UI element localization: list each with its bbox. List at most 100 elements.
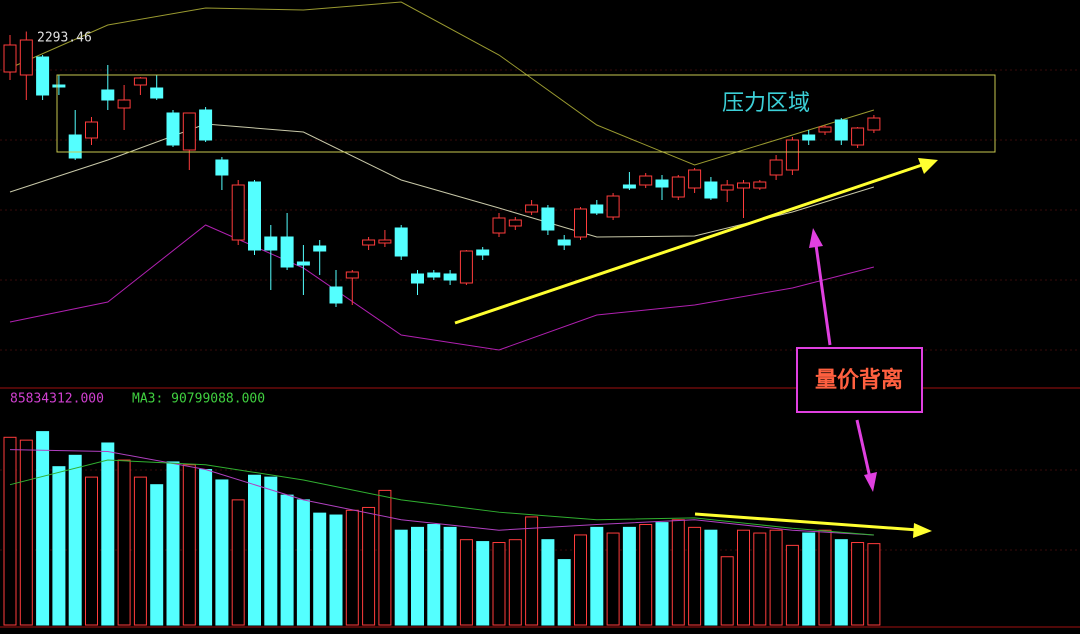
candle-body [802,134,816,141]
volume-bar [834,539,848,626]
volume-bar [818,529,832,626]
candle-body [753,181,767,189]
volume-bar [264,476,278,626]
candle-body [688,169,702,189]
candle-body [590,204,604,214]
candle-body [443,273,457,281]
candle-body [199,109,213,141]
arrow [814,244,832,346]
candle-body [345,271,359,279]
candle-body [557,239,571,246]
volume-bar [3,436,17,626]
candle-body [574,208,587,238]
volume-bar [133,476,147,626]
candle-body [411,273,424,284]
candle-body [296,261,310,266]
volume-bar [525,516,539,626]
arrow-head [913,523,932,538]
arrow [454,163,923,325]
candle-body [818,126,832,133]
volume-bar [655,522,669,626]
candle-body [329,286,343,304]
volume-bar [231,499,245,626]
volume-bar [36,431,50,626]
band-line [9,1,875,166]
arrow-head [864,472,877,492]
candle-body [101,89,115,101]
volume-bar [671,519,685,626]
volume-bar [182,464,196,626]
candle-body [264,236,278,251]
candle-body [248,181,261,251]
volume-bar [166,461,180,626]
volume-bar [606,532,620,626]
candle-body [231,184,245,241]
arrow-head [918,158,938,174]
candle-body [606,195,620,218]
volume-bar [150,484,164,626]
volume-bar [802,532,816,626]
volume-label: 85834312.000 [10,392,104,407]
candle-body [427,272,441,278]
candle-body [655,179,669,188]
candle-body [720,184,734,191]
volume-bar [769,529,783,626]
candle-body [19,39,33,76]
volume-bar [117,459,131,626]
volume-bar [590,526,604,626]
candle-body [737,182,750,189]
candle-body [704,181,718,199]
candle-body [362,239,376,246]
arrow-head [809,228,823,248]
candle-body [36,56,50,96]
volume-bar [753,532,767,626]
pressure-label: 压力区域 [722,91,810,116]
candle-body [166,112,180,146]
arrow [694,512,919,532]
candle-body [459,250,473,284]
volume-bar [785,544,799,626]
candle-body [394,227,408,257]
volume-bar [248,474,261,626]
ma-label: MA3: 90799088.000 [132,392,265,407]
divergence-label: 量价背离 [815,367,903,393]
candle-body [622,184,636,189]
volume-bar [476,541,490,626]
candle-body [639,175,653,186]
volume-bar [688,526,702,626]
candle-body [117,99,131,109]
candle-body [525,204,539,213]
candle-body [769,159,783,176]
volume-bar [68,454,82,626]
volume-bar [280,494,294,626]
band-line [9,459,874,536]
band-line [9,224,875,351]
candle-body [867,117,881,131]
candle-body [52,84,66,88]
volume-bar [101,442,115,626]
volume-bar [639,524,653,626]
candle-body [85,121,98,139]
candle-body [851,127,865,146]
candle-body [541,207,555,231]
band-line [9,123,875,238]
candle-body [313,245,327,252]
volume-bar [622,526,636,626]
volume-bar [737,529,750,626]
volume-bar [574,534,587,626]
candle-body [476,249,490,256]
volume-bar [720,556,734,626]
candle-body [508,219,522,227]
grid [0,69,1080,551]
high-label: 2293.46 [37,31,92,46]
volume-bar [394,529,408,626]
volume-bar [199,469,213,626]
volume-bar [362,506,376,626]
volume-bar [541,539,555,626]
band-line [9,449,874,536]
volume-bar [704,529,718,626]
volume-bar [345,509,359,626]
volume-bar [411,526,424,626]
pressure-box [56,74,996,153]
